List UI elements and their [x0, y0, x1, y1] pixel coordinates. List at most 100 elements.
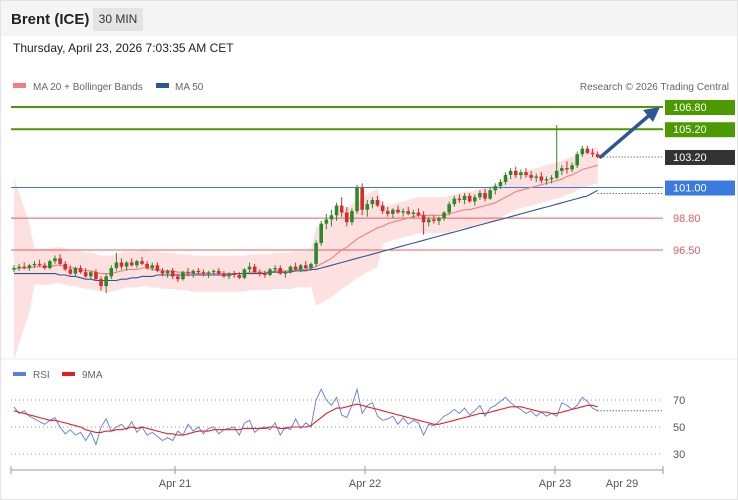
instrument-title: Brent (ICE)	[11, 11, 90, 28]
candle-body	[375, 200, 380, 206]
candle-body	[186, 272, 190, 274]
candle-body	[78, 268, 83, 273]
candle-body	[580, 148, 585, 155]
candle-body	[442, 212, 446, 219]
candle-body	[513, 170, 518, 176]
candle-body	[365, 204, 370, 210]
price-tag	[665, 180, 735, 196]
candle-body	[191, 270, 195, 274]
candle-body	[268, 269, 272, 275]
candle-body	[585, 148, 590, 153]
candle-body	[293, 266, 298, 270]
candle-body	[488, 190, 492, 199]
x-axis-label: Apr 21	[159, 478, 191, 490]
candle-body	[493, 186, 498, 191]
candle-body	[298, 265, 303, 270]
candle-body	[508, 170, 513, 176]
candle-body	[467, 195, 472, 202]
candle-body	[416, 212, 421, 216]
ma50-legend-label: MA 50	[175, 82, 204, 93]
candle-body	[432, 219, 436, 221]
price-tag-label: 106.80	[673, 102, 707, 114]
rsi-legend-label: RSI	[33, 370, 50, 381]
ma20-legend-label: MA 20 + Bollinger Bands	[33, 82, 143, 93]
rsi-ma-legend-swatch	[62, 372, 75, 376]
chart-header: Brent (ICE) 30 MIN	[1, 1, 737, 36]
candle-body	[129, 262, 134, 266]
rsi-ma-legend-label: 9MA	[82, 370, 103, 381]
candle-body	[155, 265, 160, 271]
candle-body	[42, 265, 47, 269]
price-tag-label: 103.20	[673, 152, 707, 164]
projection-arrow-shaft	[598, 111, 654, 159]
candle-body	[63, 263, 67, 270]
candle-body	[48, 261, 52, 269]
candle-body	[483, 193, 487, 199]
candle-body	[380, 205, 385, 212]
candle-body	[452, 198, 457, 205]
support-label: 98.80	[673, 213, 701, 225]
price-tag-label: 105.20	[673, 124, 707, 136]
timeframe-badge[interactable]: 30 MIN	[93, 8, 143, 31]
candle-body	[252, 266, 257, 273]
candle-body	[150, 265, 155, 269]
ma50-legend-swatch	[156, 83, 169, 88]
candle-body	[534, 176, 539, 178]
candle-body	[529, 175, 533, 178]
candle-body	[273, 268, 277, 270]
candle-body	[288, 266, 293, 273]
candle-body	[58, 258, 62, 264]
candle-body	[524, 172, 528, 176]
bollinger-bands	[14, 147, 598, 360]
price-tag	[665, 149, 735, 165]
candle-body	[350, 211, 354, 223]
price-tag-label: 101.00	[673, 183, 707, 195]
support-label: 96.50	[673, 245, 701, 257]
candle-body	[539, 176, 544, 181]
candle-body	[12, 268, 16, 270]
candle-body	[519, 172, 523, 176]
candle-body	[406, 211, 411, 214]
candle-body	[135, 261, 139, 266]
chart-timestamp: Thursday, April 23, 2026 7:03:35 AM CET	[13, 41, 234, 55]
credit-label: Research © 2026 Trading Central	[580, 82, 729, 93]
candle-body	[575, 154, 579, 166]
rsi-tick-label: 70	[673, 395, 685, 407]
candle-body	[498, 181, 503, 187]
candle-body	[73, 268, 78, 274]
ma50-line	[14, 189, 598, 282]
candle-body	[590, 152, 595, 155]
candle-body	[304, 265, 308, 269]
candle-body	[211, 270, 216, 273]
candle-body	[222, 273, 226, 277]
price-tag	[665, 100, 735, 115]
projection-arrow	[598, 107, 660, 159]
candle-body	[334, 205, 339, 216]
candle-body	[478, 193, 482, 198]
candle-body	[17, 266, 21, 269]
candle-body	[196, 270, 201, 273]
candle-body	[227, 273, 231, 277]
candle-body	[68, 269, 73, 274]
candle-body	[283, 272, 288, 274]
candle-body	[554, 170, 559, 178]
candle-body	[345, 212, 349, 223]
x-axis-label: Apr 23	[539, 478, 571, 490]
candle-body	[314, 243, 318, 264]
candle-body	[181, 272, 185, 280]
candle-body	[595, 154, 600, 157]
candle-body	[257, 272, 262, 274]
candle-body	[329, 215, 334, 220]
candle-body	[145, 263, 149, 269]
rsi-ma-line	[13, 403, 598, 436]
candle-body	[391, 209, 395, 214]
x-axis-label: Apr 22	[349, 478, 381, 490]
candle-body	[396, 209, 400, 213]
candle-body	[360, 187, 364, 210]
candle-body	[278, 268, 283, 274]
candle-body	[83, 272, 88, 277]
candle-body	[319, 223, 323, 244]
candle-body	[176, 276, 180, 280]
candle-body	[447, 204, 451, 213]
candle-body	[503, 175, 508, 182]
